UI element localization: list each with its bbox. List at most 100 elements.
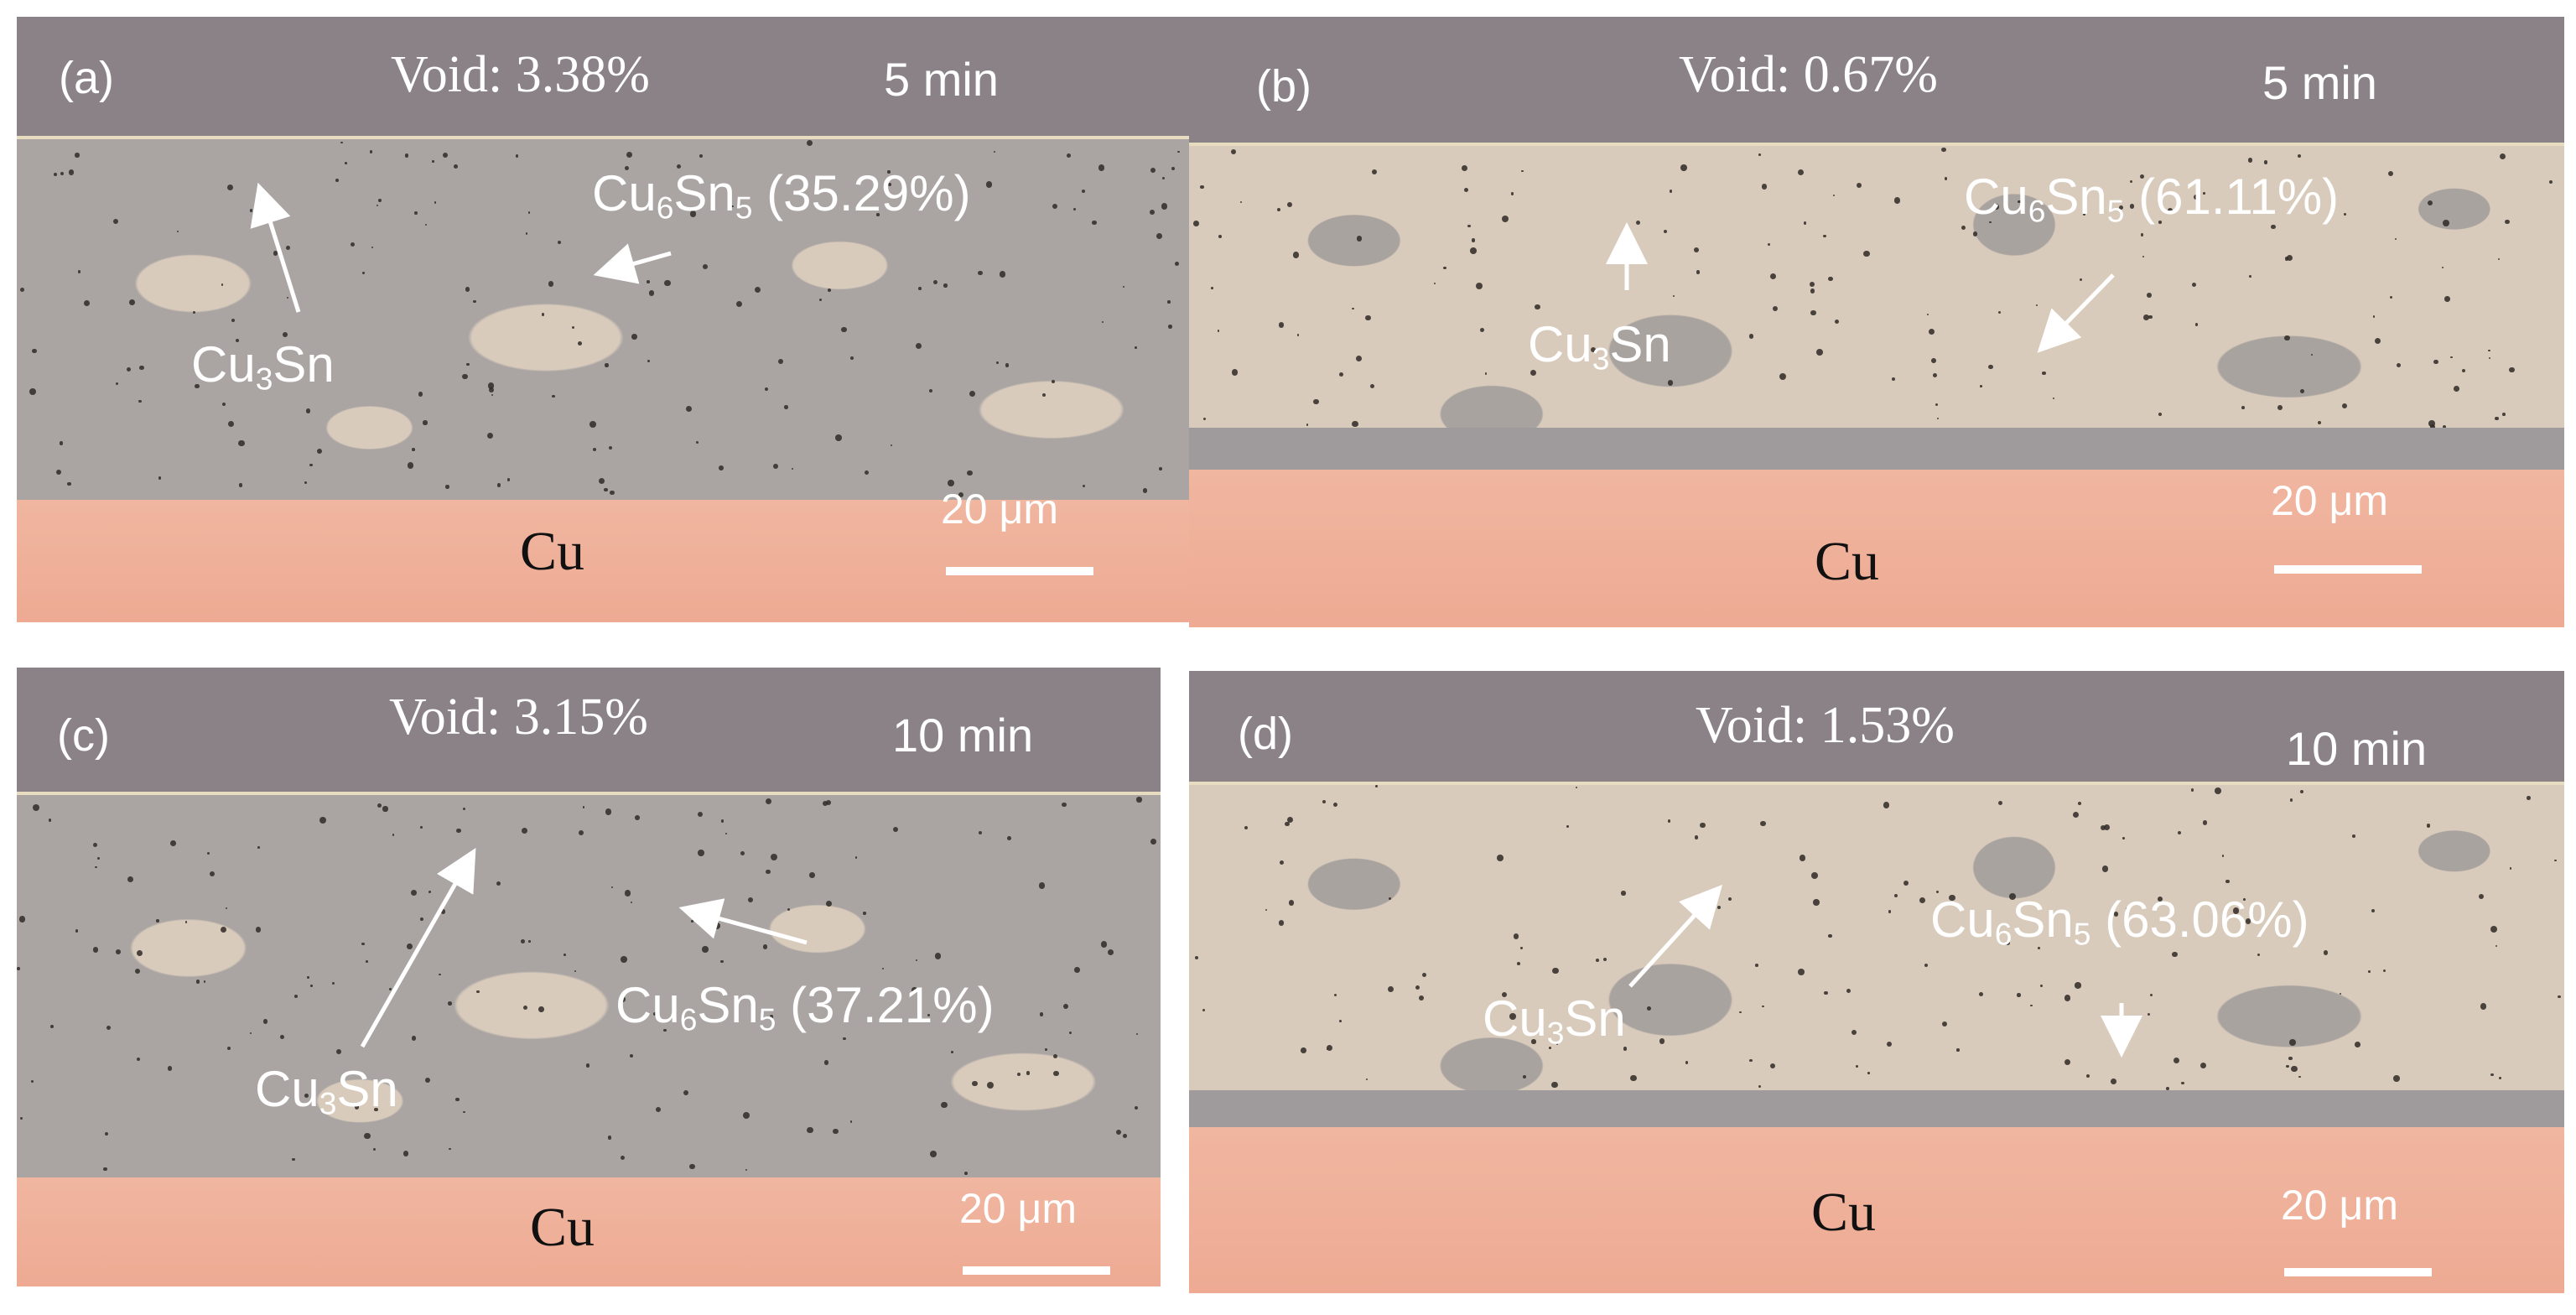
- void-speck: [773, 463, 779, 469]
- void-speck: [1931, 358, 1936, 363]
- void-speck: [1339, 1020, 1343, 1022]
- void-speck: [521, 939, 526, 944]
- void-speck: [425, 223, 428, 226]
- void-speck: [571, 326, 574, 330]
- void-speck: [1924, 963, 1929, 968]
- void-speck: [2263, 160, 2268, 165]
- void-speck: [1595, 958, 1600, 962]
- void-speck: [158, 476, 162, 480]
- void-speck: [1039, 1012, 1044, 1016]
- void-speck: [1523, 1074, 1527, 1079]
- void-speck: [1098, 164, 1104, 171]
- cu3sn-label: Cu3Sn: [255, 1061, 398, 1121]
- void-speck: [927, 1014, 930, 1017]
- void-speck: [911, 987, 917, 993]
- void-speck: [2191, 282, 2196, 287]
- void-speck: [2341, 403, 2347, 408]
- void-speck: [840, 326, 847, 333]
- void-speck: [686, 406, 693, 413]
- void-speck: [1142, 488, 1148, 493]
- void-speck: [2426, 824, 2431, 829]
- void-speck: [703, 263, 709, 269]
- void-speck: [67, 481, 72, 486]
- void-speck: [1758, 153, 1761, 156]
- void-speck: [1988, 364, 1993, 369]
- void-speck: [663, 279, 671, 287]
- void-speck: [720, 959, 724, 964]
- void-speck: [2289, 798, 2293, 802]
- void-speck: [2073, 812, 2080, 819]
- void-speck: [1835, 320, 1840, 325]
- void-speck: [1193, 221, 1199, 226]
- void-speck: [2166, 1086, 2170, 1090]
- void-speck: [2078, 802, 2082, 806]
- void-speck: [1852, 1029, 1857, 1035]
- void-speck: [138, 365, 144, 371]
- void-speck: [226, 907, 228, 910]
- void-speck: [994, 151, 996, 153]
- void-speck: [388, 988, 392, 991]
- void-speck: [1149, 209, 1155, 215]
- void-speck: [1936, 891, 1940, 894]
- void-speck: [648, 290, 655, 297]
- void-speck: [610, 490, 615, 496]
- void-speck: [979, 830, 983, 835]
- void-speck: [2122, 836, 2125, 839]
- void-speck: [294, 994, 298, 998]
- void-speck: [985, 181, 993, 188]
- void-speck: [286, 245, 290, 250]
- void-speck: [262, 1019, 268, 1024]
- void-speck: [476, 990, 480, 994]
- void-speck: [1685, 1061, 1689, 1064]
- interface-line: [1189, 782, 2564, 785]
- void-speck: [2450, 356, 2454, 359]
- joint-layer: [17, 139, 1192, 500]
- void-speck: [1073, 207, 1077, 211]
- copper-substrate: [17, 500, 1192, 622]
- void-speck: [1779, 373, 1787, 381]
- void-speck: [127, 876, 134, 883]
- void-speck: [226, 1046, 231, 1051]
- void-speck: [2497, 257, 2501, 261]
- void-speck: [2509, 867, 2512, 870]
- void-speck: [592, 448, 596, 452]
- void-speck: [2299, 789, 2304, 793]
- cu6sn5-label: Cu6Sn5 (63.06%): [1930, 891, 2309, 952]
- void-speck: [2394, 237, 2397, 240]
- void-speck: [1443, 266, 1447, 270]
- void-speck: [1803, 221, 1807, 226]
- void-speck: [967, 470, 973, 476]
- void-speck: [1552, 967, 1560, 975]
- void-speck: [129, 299, 135, 305]
- void-speck: [1162, 176, 1166, 180]
- void-speck: [1327, 1044, 1333, 1051]
- void-speck: [1052, 203, 1057, 210]
- void-speck: [647, 280, 650, 284]
- void-speck: [1419, 995, 1425, 1001]
- void-speck: [2298, 153, 2302, 159]
- void-speck: [1277, 207, 1281, 211]
- joint-layer: [17, 795, 1161, 1177]
- void-speck: [1338, 372, 1344, 377]
- panel-label: (b): [1256, 61, 1311, 112]
- void-speck: [1502, 215, 1509, 222]
- void-speck: [624, 890, 631, 897]
- void-speck: [1159, 467, 1162, 470]
- void-speck: [527, 211, 531, 214]
- void-speck: [1045, 1047, 1047, 1051]
- void-speck: [1823, 234, 1826, 238]
- void-speck: [193, 311, 196, 314]
- micrograph-panel-b: (b) Void: 0.67% 5 min Cu6Sn5 (61.11%) Cu…: [1189, 17, 2564, 627]
- void-speck: [887, 182, 891, 186]
- void-speck: [2433, 359, 2439, 365]
- void-speck: [20, 1116, 23, 1120]
- void-speck: [863, 912, 866, 915]
- void-speck: [1828, 933, 1832, 938]
- void-speck: [720, 819, 724, 823]
- mount-layer: [17, 668, 1161, 792]
- void-speck: [770, 854, 777, 861]
- void-speck: [1175, 261, 1179, 266]
- void-speck: [1978, 992, 1983, 997]
- void-speck: [1484, 372, 1487, 375]
- void-speck: [1287, 816, 1294, 823]
